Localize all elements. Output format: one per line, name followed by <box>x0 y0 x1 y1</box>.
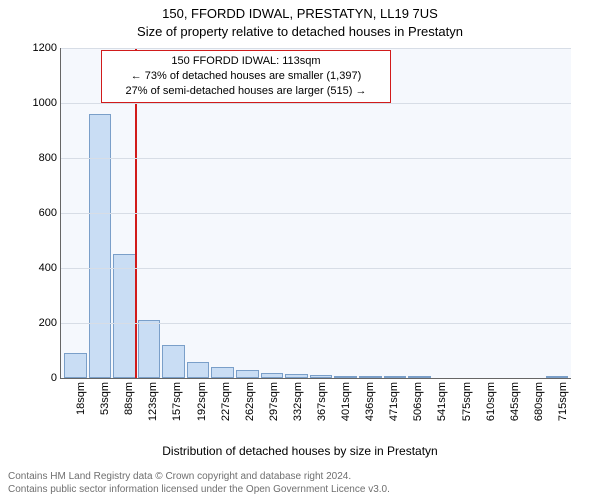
x-tick: 367sqm <box>304 378 328 438</box>
gridline <box>61 268 571 269</box>
marker-callout: 150 FFORDD IDWAL: 113sqm← 73% of detache… <box>101 50 391 103</box>
callout-line: 150 FFORDD IDWAL: 113sqm <box>110 54 382 69</box>
x-tick-label: 506sqm <box>412 382 424 421</box>
x-tick: 541sqm <box>424 378 448 438</box>
gridline <box>61 213 571 214</box>
callout-line: 27% of semi-detached houses are larger (… <box>110 84 382 99</box>
x-tick: 18sqm <box>63 378 87 438</box>
x-tick-label: 18sqm <box>75 382 87 415</box>
x-tick-label: 262sqm <box>244 382 256 421</box>
x-tick: 123sqm <box>135 378 159 438</box>
x-tick-label: 715sqm <box>557 382 569 421</box>
x-tick-label: 332sqm <box>292 382 304 421</box>
x-tick-label: 541sqm <box>436 382 448 421</box>
x-tick-label: 471sqm <box>388 382 400 421</box>
y-tick-label: 200 <box>39 317 61 329</box>
x-tick: 401sqm <box>328 378 352 438</box>
x-tick-label: 53sqm <box>99 382 111 415</box>
y-tick-label: 0 <box>51 372 61 384</box>
footer-line2: Contains public sector information licen… <box>8 484 592 497</box>
x-tick: 715sqm <box>545 378 569 438</box>
x-tick-label: 227sqm <box>220 382 232 421</box>
footer-line1: Contains HM Land Registry data © Crown c… <box>8 471 592 484</box>
callout-line: ← 73% of detached houses are smaller (1,… <box>110 69 382 84</box>
y-tick-label: 400 <box>39 262 61 274</box>
x-tick-label: 297sqm <box>268 382 280 421</box>
histogram-bar <box>211 367 234 378</box>
x-tick: 471sqm <box>376 378 400 438</box>
gridline <box>61 48 571 49</box>
x-tick: 436sqm <box>352 378 376 438</box>
histogram-bar <box>89 114 112 378</box>
x-tick: 192sqm <box>183 378 207 438</box>
gridline <box>61 158 571 159</box>
x-tick-label: 645sqm <box>509 382 521 421</box>
histogram-bar <box>64 353 87 378</box>
x-ticks: 18sqm 53sqm 88sqm 123sqm 157sqm 192sqm 227sqm 2… <box>61 378 571 438</box>
x-tick-label: 575sqm <box>461 382 473 421</box>
x-tick-label: 680sqm <box>533 382 545 421</box>
histogram-bar <box>138 320 161 378</box>
y-tick-label: 1000 <box>33 97 61 109</box>
gridline <box>61 323 571 324</box>
x-tick: 332sqm <box>280 378 304 438</box>
x-tick-label: 401sqm <box>340 382 352 421</box>
x-tick: 680sqm <box>521 378 545 438</box>
x-tick: 645sqm <box>497 378 521 438</box>
x-tick: 297sqm <box>256 378 280 438</box>
histogram-bar <box>113 254 136 378</box>
x-axis-label: Distribution of detached houses by size … <box>0 444 600 458</box>
x-tick-label: 367sqm <box>316 382 328 421</box>
page-title-desc: Size of property relative to detached ho… <box>0 24 600 39</box>
x-tick: 227sqm <box>208 378 232 438</box>
x-tick-label: 436sqm <box>364 382 376 421</box>
y-tick-label: 800 <box>39 152 61 164</box>
x-tick-label: 157sqm <box>171 382 183 421</box>
x-tick-label: 123sqm <box>147 382 159 421</box>
y-tick-label: 600 <box>39 207 61 219</box>
y-tick-label: 1200 <box>33 42 61 54</box>
x-tick: 506sqm <box>400 378 424 438</box>
histogram-plot: 150 FFORDD IDWAL: 113sqm← 73% of detache… <box>60 48 571 379</box>
x-tick: 88sqm <box>111 378 135 438</box>
gridline <box>61 103 571 104</box>
page-title-address: 150, FFORDD IDWAL, PRESTATYN, LL19 7US <box>0 6 600 21</box>
x-tick-label: 88sqm <box>123 382 135 415</box>
x-tick: 610sqm <box>473 378 497 438</box>
footer-attribution: Contains HM Land Registry data © Crown c… <box>8 471 592 496</box>
x-tick-label: 610sqm <box>485 382 497 421</box>
x-tick: 157sqm <box>159 378 183 438</box>
x-tick: 575sqm <box>449 378 473 438</box>
x-tick: 53sqm <box>87 378 111 438</box>
histogram-bar <box>236 370 259 378</box>
histogram-bar <box>187 362 210 379</box>
histogram-bar <box>162 345 185 378</box>
x-tick: 262sqm <box>232 378 256 438</box>
x-tick-label: 192sqm <box>196 382 208 421</box>
